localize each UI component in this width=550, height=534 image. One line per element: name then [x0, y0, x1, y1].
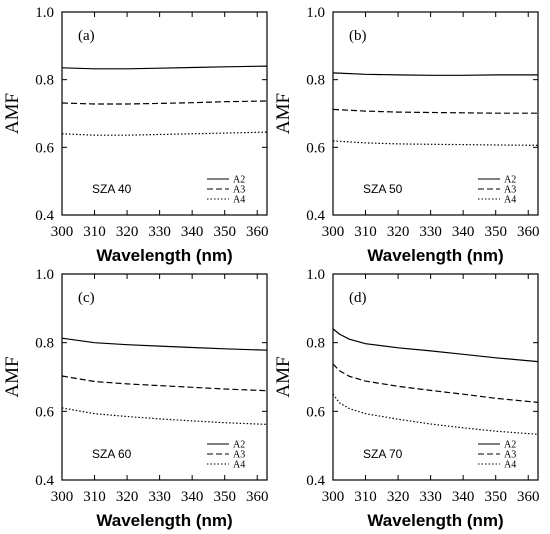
x-tick-label: 340	[181, 489, 204, 505]
x-tick-label: 340	[181, 224, 204, 240]
x-tick-label: 360	[246, 224, 269, 240]
y-tick-label: 0.8	[35, 336, 54, 352]
x-tick-label: 320	[116, 224, 139, 240]
series-line-a3	[332, 108, 538, 114]
series-line-a4	[61, 407, 268, 425]
chart-panel-4: 300 310 320 330 340 350 360 0.4 0.6 0.8 1.0 Wavelen…	[273, 267, 539, 530]
legend-label-a4: A4	[504, 195, 516, 206]
y-axis-title: AMF	[273, 93, 294, 134]
y-axis-title: AMF	[2, 93, 23, 134]
y-axis-title: AMF	[273, 356, 294, 397]
x-tick-label: 360	[517, 489, 540, 505]
x-tick-label: 300	[322, 489, 345, 505]
x-tick-label: 360	[517, 224, 540, 240]
x-tick-label: 310	[354, 224, 377, 240]
y-tick-label: 0.8	[306, 336, 325, 352]
y-tick-label: 0.4	[306, 208, 325, 224]
legend-label-a4: A4	[504, 460, 516, 471]
legend-label-a2: A2	[233, 440, 245, 451]
sza-annotation: SZA 40	[92, 182, 132, 196]
series-line-a2	[332, 328, 539, 363]
y-tick-label: 0.4	[35, 473, 54, 489]
chart-panel-1: 300 310 320 330 340 350 360 0.4 0.6 0.8 1.0 Wavelen…	[2, 5, 268, 265]
y-axis-title: AMF	[2, 356, 23, 397]
y-tick-label: 1.0	[35, 267, 54, 283]
legend-label-a2: A2	[233, 175, 245, 186]
series-line-a3	[61, 100, 268, 105]
sza-annotation: SZA 60	[92, 447, 132, 461]
legend-label-a3: A3	[504, 450, 516, 461]
x-axis-title: Wavelength (nm)	[96, 511, 232, 530]
series-line-a2	[332, 72, 538, 76]
y-tick-label: 0.6	[306, 140, 325, 156]
x-tick-label: 330	[148, 489, 171, 505]
panel-label: (c)	[78, 290, 95, 306]
y-tick-label: 0.4	[35, 208, 54, 224]
x-tick-label: 310	[354, 489, 377, 505]
legend-label-a2: A2	[504, 175, 516, 186]
y-tick-label: 0.8	[35, 73, 54, 89]
chart-panel-3: 300 310 320 330 340 350 360 0.4 0.6 0.8 1.0 Wavelen…	[2, 267, 268, 530]
sza-annotation: SZA 70	[363, 447, 403, 461]
plot-frame	[332, 11, 539, 216]
y-tick-label: 1.0	[35, 5, 54, 21]
legend-label-a3: A3	[233, 185, 245, 196]
series-line-a4	[61, 131, 268, 136]
legend-label-a2: A2	[504, 440, 516, 451]
y-tick-label: 1.0	[306, 5, 325, 21]
plot-frame	[61, 11, 268, 216]
panel-label: (b)	[349, 28, 367, 44]
x-tick-label: 340	[452, 224, 475, 240]
series-line-a3	[332, 363, 539, 403]
chart-panel-2: 300 310 320 330 340 350 360 0.4 0.6 0.8 1.0 Wavelen…	[273, 5, 539, 265]
x-axis-title: Wavelength (nm)	[367, 246, 503, 265]
x-tick-label: 310	[83, 489, 106, 505]
x-tick-label: 300	[51, 489, 74, 505]
plot-frame	[332, 273, 539, 481]
x-axis-title: Wavelength (nm)	[96, 246, 232, 265]
y-tick-label: 0.6	[35, 404, 54, 420]
x-tick-label: 350	[213, 489, 236, 505]
panel-label: (a)	[78, 28, 95, 44]
x-axis-title: Wavelength (nm)	[367, 511, 503, 530]
x-tick-label: 320	[116, 489, 139, 505]
legend-label-a4: A4	[233, 460, 245, 471]
x-tick-label: 330	[419, 489, 442, 505]
series-line-a4	[332, 393, 539, 435]
y-tick-label: 0.8	[306, 73, 325, 89]
x-tick-label: 310	[83, 224, 106, 240]
series-line-a3	[61, 375, 268, 392]
x-tick-label: 320	[387, 489, 410, 505]
sza-annotation: SZA 50	[363, 182, 403, 196]
y-tick-label: 0.6	[35, 140, 54, 156]
legend-label-a4: A4	[233, 195, 245, 206]
x-tick-label: 300	[322, 224, 345, 240]
y-tick-label: 0.4	[306, 473, 325, 489]
series-line-a2	[61, 337, 268, 351]
legend-label-a3: A3	[233, 450, 245, 461]
panel-label: (d)	[349, 290, 367, 306]
x-tick-label: 340	[452, 489, 475, 505]
x-tick-label: 330	[148, 224, 171, 240]
x-tick-label: 300	[51, 224, 74, 240]
x-tick-label: 350	[484, 489, 507, 505]
x-tick-label: 330	[419, 224, 442, 240]
x-tick-label: 360	[246, 489, 269, 505]
x-tick-label: 350	[484, 224, 507, 240]
x-tick-label: 320	[387, 224, 410, 240]
y-tick-label: 0.6	[306, 404, 325, 420]
plot-frame	[61, 273, 268, 481]
legend-label-a3: A3	[504, 185, 516, 196]
y-tick-label: 1.0	[306, 267, 325, 283]
x-tick-label: 350	[213, 224, 236, 240]
series-line-a4	[332, 140, 539, 146]
series-line-a2	[61, 65, 268, 70]
